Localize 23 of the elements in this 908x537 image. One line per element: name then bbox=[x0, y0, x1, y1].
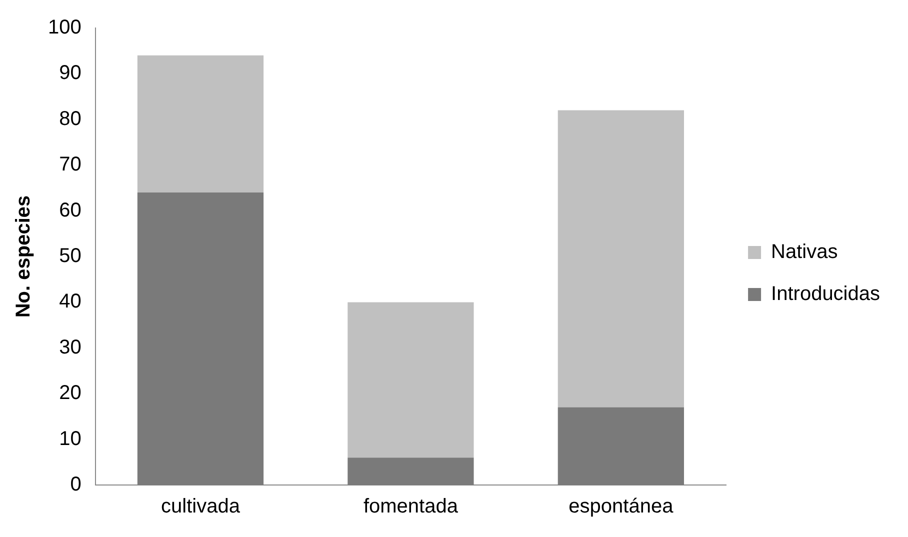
y-tick-label: 0 bbox=[70, 474, 82, 496]
bar bbox=[137, 192, 264, 485]
legend-label: Nativas bbox=[771, 241, 838, 264]
x-tick-label: fomentada bbox=[363, 496, 459, 518]
y-tick-label: 10 bbox=[59, 428, 82, 450]
bar bbox=[137, 55, 264, 193]
bar bbox=[348, 458, 474, 485]
y-tick-label: 30 bbox=[59, 336, 82, 358]
y-tick-label: 100 bbox=[48, 16, 82, 39]
x-tick-label: cultivada bbox=[161, 496, 241, 518]
y-tick-label: 50 bbox=[59, 245, 82, 268]
bar bbox=[558, 407, 684, 485]
y-tick-label: 90 bbox=[59, 62, 82, 84]
y-tick-label: 60 bbox=[59, 199, 82, 222]
x-tick-label: espontánea bbox=[568, 496, 674, 518]
y-axis-title: No. especies bbox=[12, 195, 35, 318]
y-tick-label: 70 bbox=[59, 154, 82, 176]
y-tick-label: 20 bbox=[59, 382, 82, 404]
y-tick-label: 40 bbox=[59, 290, 82, 313]
y-tick-label: 80 bbox=[59, 108, 82, 130]
bar bbox=[348, 302, 474, 458]
bar bbox=[558, 110, 684, 408]
legend-label: Introducidas bbox=[771, 283, 880, 306]
